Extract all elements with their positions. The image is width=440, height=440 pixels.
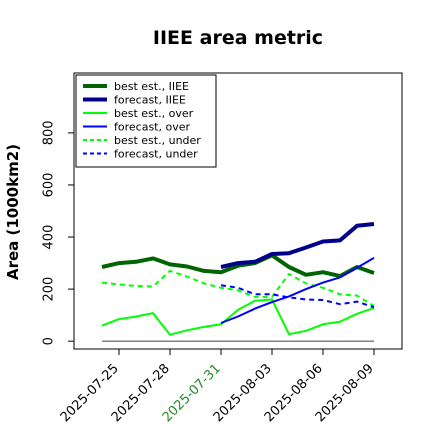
series-line-forecast-under: [220, 284, 375, 309]
legend-entry: forecast, IIEE: [114, 94, 186, 107]
series-line-best-est-over: [101, 298, 375, 336]
legend-box: [75, 74, 217, 168]
y-axis-label: Area (1000km2): [4, 144, 22, 280]
legend-entry: forecast, under: [114, 148, 198, 161]
chart-title: IIEE area metric: [153, 27, 323, 49]
legend-entry: best est., over: [114, 107, 194, 120]
y-tick-label: 200: [42, 277, 57, 302]
legend-entry: forecast, over: [114, 121, 190, 134]
legend-entry: best est., IIEE: [114, 80, 189, 93]
y-tick-label: 600: [42, 173, 57, 198]
series-line-forecast-iiee: [220, 222, 375, 269]
series-line-best-est-under: [101, 269, 375, 307]
plot-frame: [73, 72, 403, 350]
y-tick-label: 0: [42, 337, 57, 345]
series-line-best-est-iiee: [101, 253, 375, 279]
series-line-forecast-over: [220, 257, 375, 324]
series-layer: [101, 222, 375, 342]
legend-entry: best est., under: [114, 134, 201, 147]
y-axis: 0 200 400 600 800: [42, 120, 74, 345]
x-axis: 2025-07-252025-07-282025-07-312025-08-03…: [58, 349, 377, 425]
y-tick-label: 400: [42, 225, 57, 250]
y-tick-label: 800: [42, 120, 57, 145]
